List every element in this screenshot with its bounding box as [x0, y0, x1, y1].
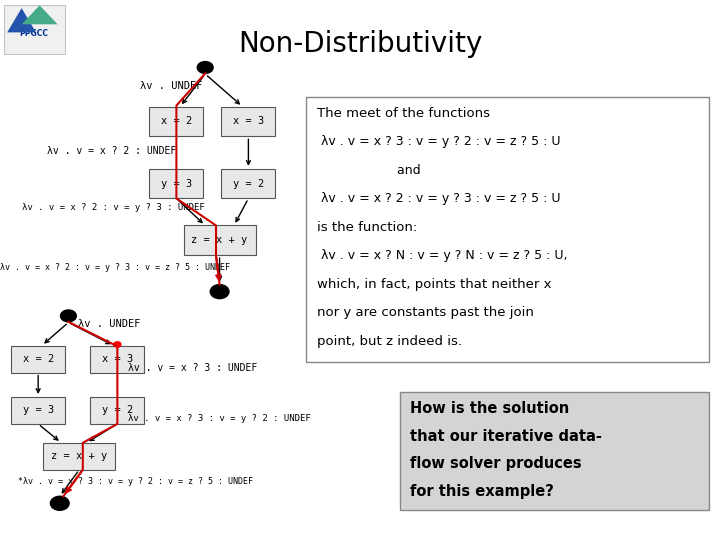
Text: λv . v = x ? N : v = y ? N : v = z ? 5 : U,: λv . v = x ? N : v = y ? N : v = z ? 5 :…	[317, 249, 567, 262]
Text: x = 3: x = 3	[233, 117, 264, 126]
Text: λv . v = x ? 3 : UNDEF: λv . v = x ? 3 : UNDEF	[128, 363, 258, 373]
Text: z = x + y: z = x + y	[192, 235, 248, 245]
Text: for this example?: for this example?	[410, 484, 554, 499]
FancyBboxPatch shape	[184, 225, 256, 255]
Text: *λv . v = x ? 3 : v = y ? 2 : v = z ? 5 : UNDEF: *λv . v = x ? 3 : v = y ? 2 : v = z ? 5 …	[18, 477, 253, 486]
Text: How is the solution: How is the solution	[410, 401, 570, 416]
FancyBboxPatch shape	[91, 397, 145, 424]
Text: z = x + y: z = x + y	[51, 451, 107, 461]
FancyBboxPatch shape	[150, 106, 203, 136]
Text: is the function:: is the function:	[317, 221, 417, 234]
Text: λv . UNDEF: λv . UNDEF	[140, 82, 203, 91]
Text: y = 2: y = 2	[102, 406, 133, 415]
Text: The meet of the functions: The meet of the functions	[317, 107, 490, 120]
FancyBboxPatch shape	[222, 106, 275, 136]
Text: λv . v = x ? 2 : v = y ? 3 : UNDEF: λv . v = x ? 2 : v = y ? 3 : UNDEF	[22, 204, 204, 212]
FancyBboxPatch shape	[150, 168, 203, 198]
Circle shape	[50, 496, 69, 510]
Text: which, in fact, points that neither x: which, in fact, points that neither x	[317, 278, 552, 291]
Polygon shape	[7, 8, 36, 32]
Text: x = 3: x = 3	[102, 354, 133, 364]
Text: λv . v = x ? 2 : UNDEF: λv . v = x ? 2 : UNDEF	[47, 146, 176, 156]
Text: y = 2: y = 2	[233, 179, 264, 188]
Text: PPGCC: PPGCC	[19, 29, 49, 38]
Text: λv . v = x ? 3 : v = y ? 2 : v = z ? 5 : U: λv . v = x ? 3 : v = y ? 2 : v = z ? 5 :…	[317, 136, 560, 148]
Text: nor y are constants past the join: nor y are constants past the join	[317, 306, 534, 319]
Text: that our iterative data-: that our iterative data-	[410, 429, 602, 444]
Text: x = 2: x = 2	[22, 354, 54, 364]
Text: λv . v = x ? 3 : v = y ? 2 : UNDEF: λv . v = x ? 3 : v = y ? 2 : UNDEF	[128, 414, 311, 423]
FancyBboxPatch shape	[12, 397, 65, 424]
FancyBboxPatch shape	[12, 346, 65, 373]
Text: λv . v = x ? 2 : v = y ? 3 : v = z ? 5 : UNDEF: λv . v = x ? 2 : v = y ? 3 : v = z ? 5 :…	[0, 263, 230, 272]
FancyBboxPatch shape	[222, 168, 275, 198]
Text: x = 2: x = 2	[161, 117, 192, 126]
Circle shape	[114, 342, 121, 347]
Text: and: and	[317, 164, 420, 177]
Text: flow solver produces: flow solver produces	[410, 456, 582, 471]
FancyBboxPatch shape	[306, 97, 709, 362]
Circle shape	[197, 62, 213, 73]
Text: point, but z indeed is.: point, but z indeed is.	[317, 335, 462, 348]
FancyBboxPatch shape	[43, 443, 115, 470]
FancyBboxPatch shape	[91, 346, 145, 373]
Text: y = 3: y = 3	[22, 406, 54, 415]
Circle shape	[60, 310, 76, 322]
Text: y = 3: y = 3	[161, 179, 192, 188]
Text: λv . UNDEF: λv . UNDEF	[78, 319, 140, 329]
FancyBboxPatch shape	[4, 5, 65, 54]
Text: Non-Distributivity: Non-Distributivity	[238, 30, 482, 58]
Circle shape	[210, 285, 229, 299]
Text: λv . v = x ? 2 : v = y ? 3 : v = z ? 5 : U: λv . v = x ? 2 : v = y ? 3 : v = z ? 5 :…	[317, 192, 560, 205]
FancyBboxPatch shape	[400, 392, 709, 510]
Polygon shape	[22, 5, 58, 24]
